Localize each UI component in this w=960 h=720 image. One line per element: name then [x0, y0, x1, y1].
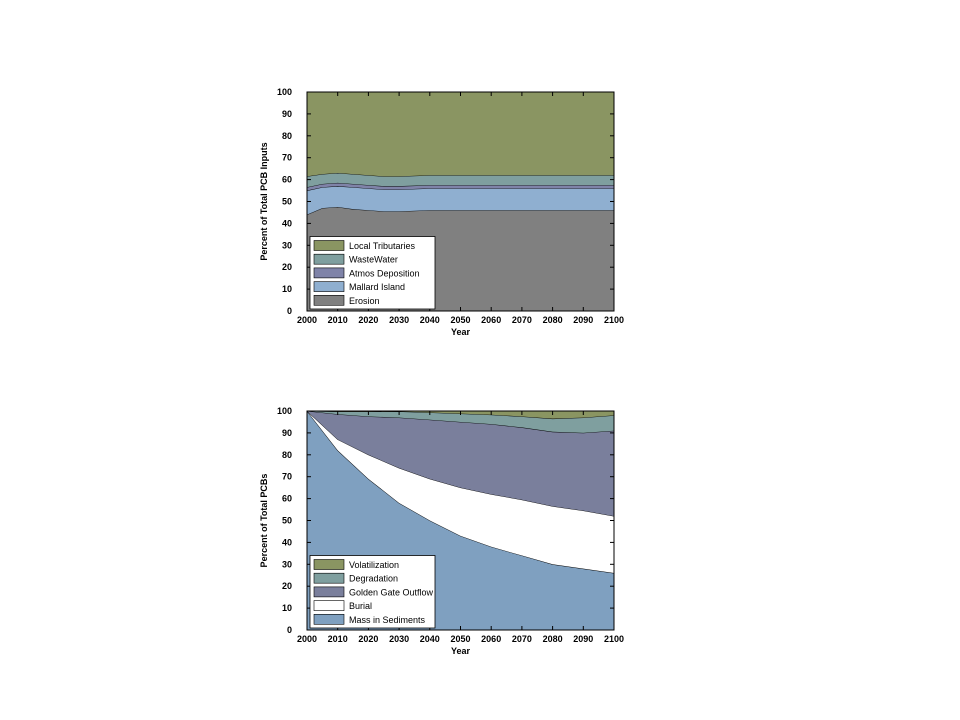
legend-entry: Burial — [349, 601, 372, 611]
y-tick-label: 0 — [287, 306, 292, 316]
y-tick-label: 40 — [282, 218, 292, 228]
y-tick-label: 90 — [282, 428, 292, 438]
y-tick-label: 40 — [282, 537, 292, 547]
legend-swatch — [313, 572, 345, 584]
legend-swatch — [313, 559, 345, 570]
y-tick-label: 10 — [282, 603, 292, 613]
legend-swatch — [313, 281, 345, 292]
x-tick-label: 2100 — [604, 634, 624, 644]
y-tick-label: 60 — [282, 494, 292, 504]
x-tick-label: 2070 — [512, 634, 532, 644]
y-tick-label: 90 — [282, 109, 292, 119]
legend-entry: Local Tributaries — [349, 241, 416, 251]
area-golden-gate-outflow — [307, 411, 614, 517]
legend-entry: Golden Gate Outflow — [349, 587, 434, 597]
area-burial — [307, 411, 614, 574]
area-degradation — [307, 411, 614, 433]
y-tick-label: 30 — [282, 559, 292, 569]
y-axis-label: Percent of Total PCB Inputs — [259, 142, 269, 260]
legend-swatch — [313, 586, 345, 598]
x-tick-label: 2070 — [512, 315, 532, 325]
x-tick-label: 2090 — [573, 315, 593, 325]
x-tick-label: 2010 — [328, 315, 348, 325]
legend: Volatilization Degradation Golden Gate Out… — [309, 555, 436, 629]
y-tick-label: 100 — [277, 406, 292, 416]
y-tick-label: 0 — [287, 625, 292, 635]
y-tick-label: 100 — [277, 87, 292, 97]
y-tick-label: 50 — [282, 197, 292, 207]
x-tick-label: 2000 — [297, 315, 317, 325]
x-tick-label: 2030 — [389, 315, 409, 325]
y-tick-label: 80 — [282, 131, 292, 141]
x-tick-label: 2100 — [604, 315, 624, 325]
y-tick-label: 30 — [282, 240, 292, 250]
x-tick-label: 2010 — [328, 634, 348, 644]
x-tick-label: 2040 — [420, 634, 440, 644]
x-tick-label: 2080 — [543, 315, 563, 325]
area-atmos-deposition — [307, 182, 614, 191]
legend-swatch — [313, 613, 345, 625]
legend-entry: Atmos Deposition — [349, 268, 420, 278]
x-axis-label: Year — [451, 646, 471, 656]
x-axis-label: Year — [451, 327, 471, 337]
y-tick-label: 60 — [282, 175, 292, 185]
legend-entry: WasteWater — [349, 255, 398, 265]
y-tick-label: 10 — [282, 284, 292, 294]
x-tick-label: 2050 — [450, 315, 470, 325]
y-tick-label: 70 — [282, 153, 292, 163]
x-tick-label: 2090 — [573, 634, 593, 644]
legend-entry: Mass in Sediments — [349, 615, 426, 625]
x-tick-label: 2000 — [297, 634, 317, 644]
legend-entry: Erosion — [349, 296, 380, 306]
x-tick-label: 2050 — [450, 634, 470, 644]
x-tick-label: 2020 — [358, 315, 378, 325]
legend-swatch — [313, 294, 345, 306]
x-tick-label: 2030 — [389, 634, 409, 644]
legend-swatch — [313, 253, 345, 265]
legend-swatch — [313, 240, 345, 251]
area-volatilization — [307, 411, 614, 419]
legend-swatch — [313, 600, 345, 611]
legend-swatch — [313, 267, 345, 279]
y-tick-label: 20 — [282, 581, 292, 591]
x-tick-label: 2080 — [543, 634, 563, 644]
area-mallard-island — [307, 186, 614, 215]
legend: Local Tributaries WasteWater Atmos Deposit… — [309, 236, 436, 310]
x-tick-label: 2020 — [358, 634, 378, 644]
y-tick-label: 70 — [282, 472, 292, 482]
y-tick-label: 50 — [282, 516, 292, 526]
x-tick-label: 2040 — [420, 315, 440, 325]
y-tick-label: 80 — [282, 450, 292, 460]
area-local-tributaries — [307, 92, 614, 177]
y-tick-label: 20 — [282, 262, 292, 272]
legend-entry: Degradation — [349, 574, 398, 584]
legend-entry: Volatilization — [349, 560, 399, 570]
y-axis-label: Percent of Total PCBs — [259, 474, 269, 568]
legend-entry: Mallard Island — [349, 282, 405, 292]
x-tick-label: 2060 — [481, 315, 501, 325]
x-tick-label: 2060 — [481, 634, 501, 644]
